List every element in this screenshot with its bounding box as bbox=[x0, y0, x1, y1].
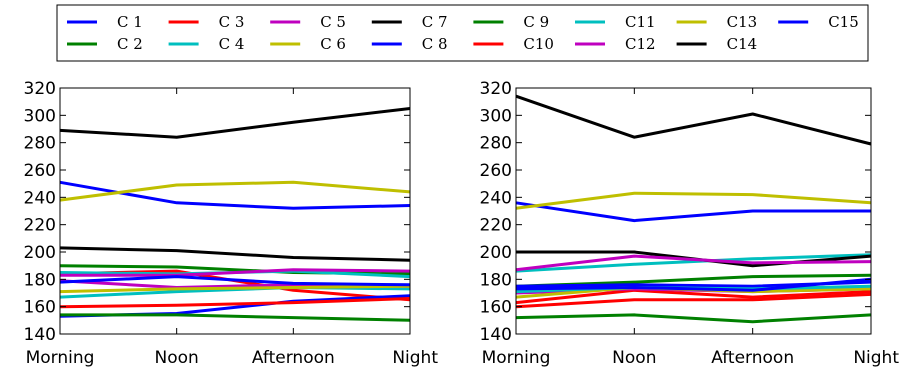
y-tick-label: 240 bbox=[480, 188, 512, 208]
y-tick-label: 220 bbox=[480, 216, 512, 236]
legend-label: C 2 bbox=[117, 35, 143, 53]
y-tick-label: 260 bbox=[24, 161, 56, 181]
series-line-c15 bbox=[515, 277, 872, 292]
legend-label: C 3 bbox=[219, 13, 245, 31]
y-tick-label: 180 bbox=[24, 270, 56, 290]
y-tick-label: 300 bbox=[24, 106, 56, 126]
plot-frame bbox=[515, 87, 872, 335]
plot-frame bbox=[59, 87, 411, 335]
series-line-c14 bbox=[59, 107, 411, 139]
y-tick-label: 300 bbox=[480, 106, 512, 126]
y-tick-label: 160 bbox=[480, 298, 512, 318]
legend-label: C 8 bbox=[422, 35, 448, 53]
legend-label: C14 bbox=[727, 35, 758, 53]
legend-label: C 1 bbox=[117, 13, 143, 31]
chart-panel-left: 140 160 180 200 220 240 260 280 300 320 Morning Noo… bbox=[24, 79, 439, 368]
legend-label: C 6 bbox=[320, 35, 346, 53]
legend-label: C 9 bbox=[523, 13, 549, 31]
series-line-c7 bbox=[59, 246, 411, 262]
series-line-c9 bbox=[60, 313, 411, 322]
x-tick-label: Morning bbox=[26, 348, 95, 368]
series-line-c10 bbox=[515, 292, 872, 309]
x-tick-label: Night bbox=[392, 348, 438, 368]
y-tick-label: 140 bbox=[480, 325, 512, 345]
y-tick-label: 280 bbox=[480, 134, 512, 154]
series-line-c1 bbox=[515, 201, 871, 223]
x-tick-label: Afternoon bbox=[252, 348, 335, 368]
x-tick-label: Noon bbox=[155, 348, 199, 368]
series-line-c12 bbox=[515, 254, 872, 272]
y-tick-label: 220 bbox=[24, 216, 56, 236]
x-tick-label: Noon bbox=[612, 348, 656, 368]
series-line-c12 bbox=[60, 268, 411, 277]
x-tick-label: Morning bbox=[482, 348, 551, 368]
series-line-c6 bbox=[59, 284, 411, 294]
legend-label: C15 bbox=[828, 13, 859, 31]
y-tick-label: 160 bbox=[24, 298, 56, 318]
legend-label: C10 bbox=[523, 35, 554, 53]
y-tick-label: 200 bbox=[24, 243, 56, 263]
y-tick-label: 260 bbox=[480, 161, 512, 181]
y-tick-label: 320 bbox=[480, 79, 512, 99]
series-line-c4 bbox=[515, 253, 872, 273]
series-line-c14 bbox=[515, 94, 872, 146]
y-tick-label: 240 bbox=[24, 188, 56, 208]
y-tick-label: 180 bbox=[480, 270, 512, 290]
legend-box bbox=[56, 4, 869, 62]
y-tick-label: 140 bbox=[24, 325, 56, 345]
legend: C 1 C 2 C 3 C 4 C 5 C 6 C 7 C 8 C 9 C10 C11 C12 C13 C… bbox=[56, 4, 869, 62]
legend-label: C 4 bbox=[219, 35, 245, 53]
legend-label: C 5 bbox=[320, 13, 346, 31]
y-tick-label: 320 bbox=[24, 79, 56, 99]
series-line-c3 bbox=[515, 288, 872, 305]
series-line-c13 bbox=[59, 180, 411, 202]
chart-panel-right: 140 160 180 200 220 240 260 280 300 320 Morning Noo… bbox=[480, 79, 900, 368]
y-tick-label: 200 bbox=[480, 243, 512, 263]
legend-label: C 7 bbox=[422, 13, 448, 31]
x-tick-label: Night bbox=[853, 348, 899, 368]
y-tick-label: 280 bbox=[24, 134, 56, 154]
legend-label: C12 bbox=[625, 35, 656, 53]
x-tick-label: Afternoon bbox=[711, 348, 794, 368]
series-line-c15 bbox=[59, 275, 411, 287]
series-line-c13 bbox=[515, 191, 872, 210]
series-line-c9 bbox=[515, 313, 872, 324]
legend-label: C13 bbox=[727, 13, 758, 31]
series-line-c10 bbox=[59, 297, 411, 309]
legend-label: C11 bbox=[625, 13, 656, 31]
